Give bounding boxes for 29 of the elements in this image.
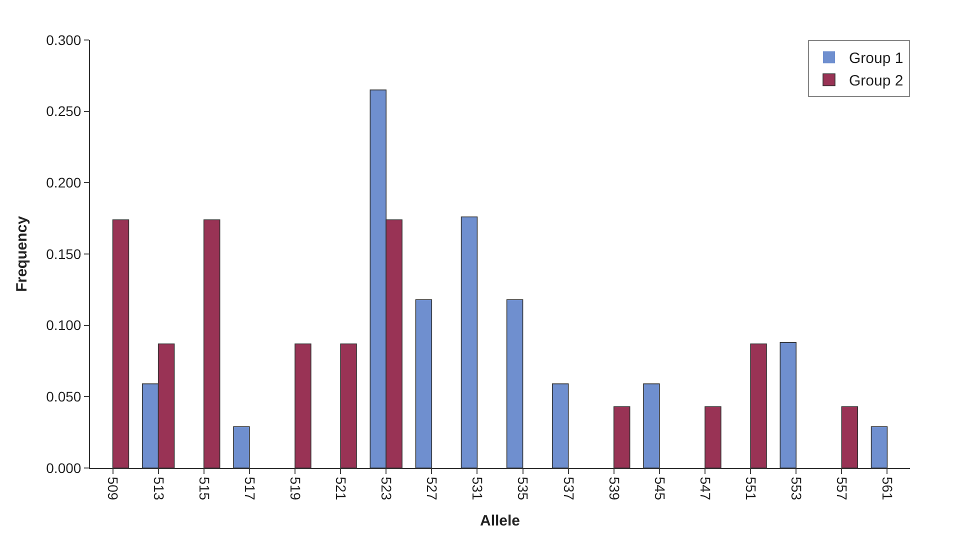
x-tick-label: 513 (150, 476, 167, 500)
x-tick-label: 557 (834, 476, 850, 500)
x-tick-label: 551 (743, 476, 760, 500)
x-tick-label: 517 (242, 476, 258, 500)
x-tick-label: 537 (560, 476, 577, 500)
x-tick-label: 561 (880, 476, 896, 500)
legend-label: Group 1 (849, 50, 904, 68)
y-axis-title: Frequency (13, 215, 30, 292)
x-tick-label: 509 (105, 476, 122, 500)
x-tick-label: 547 (697, 476, 714, 500)
x-tick-label: 553 (788, 476, 805, 500)
x-tick-label: 515 (196, 476, 212, 500)
x-tick-label: 531 (470, 476, 486, 500)
x-tick-label: 535 (515, 476, 532, 500)
legend-label: Group 2 (849, 72, 904, 90)
y-tick-label: 0.000 (46, 460, 82, 476)
x-tick-label: 521 (333, 476, 350, 500)
x-tick-label: 539 (606, 476, 622, 500)
x-tick-label: 545 (652, 476, 668, 500)
x-tick-label: 527 (424, 476, 440, 500)
y-tick-label: 0.200 (46, 174, 82, 191)
y-tick-label: 0.250 (46, 103, 82, 120)
x-axis-title: Allele (480, 512, 520, 530)
x-tick-label: 519 (287, 476, 304, 500)
y-tick-label: 0.050 (46, 388, 82, 405)
y-tick-label: 0.150 (46, 246, 82, 262)
y-tick-label: 0.100 (46, 317, 82, 334)
y-tick-label: 0.300 (46, 32, 82, 48)
x-tick-label: 523 (378, 476, 395, 500)
